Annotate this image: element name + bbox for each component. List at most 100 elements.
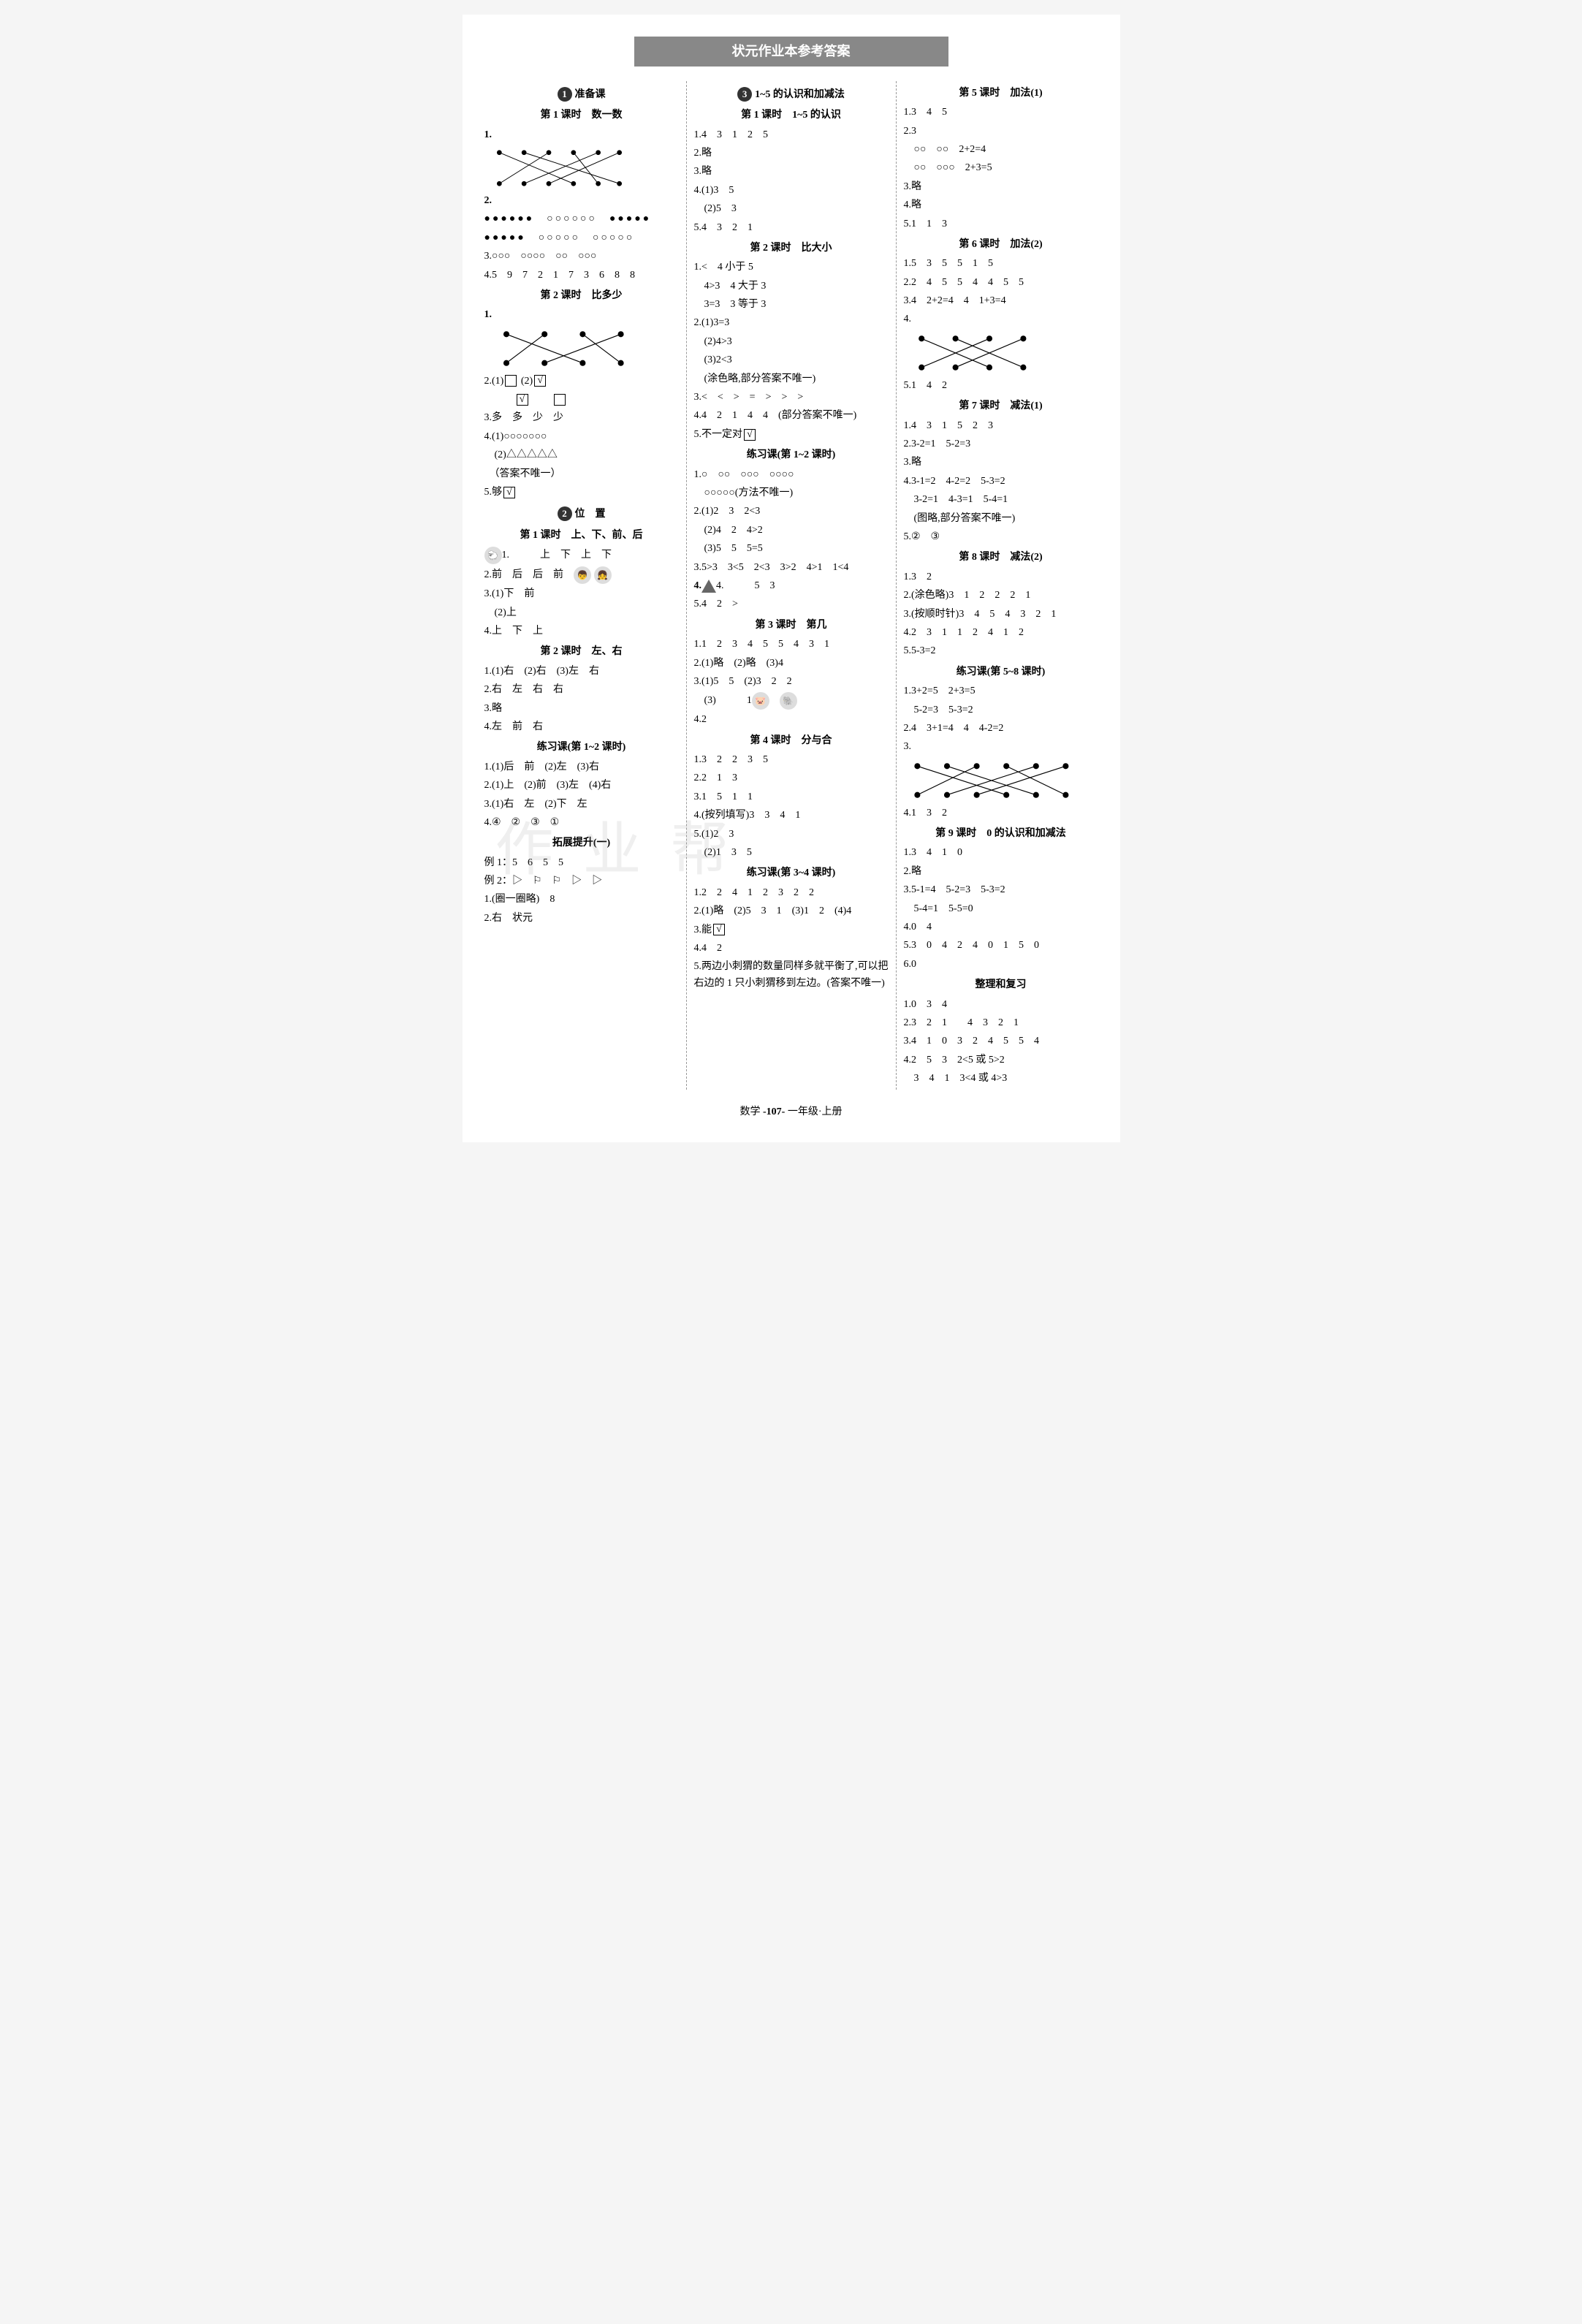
answer-line: 1.(1)后 前 (2)左 (3)右 xyxy=(484,759,679,775)
column-2: 31~5 的认识和加减法 第 1 课时 1~5 的认识 1.4 3 1 2 5 … xyxy=(687,81,897,1090)
page: 作业帮 状元作业本参考答案 1准备课 第 1 课时 数一数 1. 2. ●●●●… xyxy=(463,15,1120,1142)
answer-line: 3.5>3 3<5 2<3 3>2 4>1 1<4 xyxy=(694,560,889,576)
matching-diagram-icon xyxy=(484,327,655,371)
answer-line: 3.略 xyxy=(484,701,679,717)
lesson-header: 第 5 课时 加法(1) xyxy=(904,86,1098,102)
answer-line: 1.(1)右 (2)右 (3)左 右 xyxy=(484,664,679,680)
lesson-header: 第 1 课时 数一数 xyxy=(484,107,679,124)
answer-line: 1.3 4 1 0 xyxy=(904,845,1098,861)
answer-line: (图略,部分答案不唯一) xyxy=(904,511,1098,527)
unit-num-icon: 3 xyxy=(737,87,752,102)
answer-line: 1. xyxy=(484,307,679,323)
answer-line: (2)4>3 xyxy=(694,334,889,350)
lesson-header: 第 6 课时 加法(2) xyxy=(904,237,1098,253)
answer-line: 5.4 3 2 1 xyxy=(694,220,889,236)
checkbox-checked-icon: √ xyxy=(744,429,756,441)
answer-line: 5.5-3=2 xyxy=(904,643,1098,659)
answer-line: ○○ ○○ 2+2=4 xyxy=(904,142,1098,158)
answer-line: 3=3 3 等于 3 xyxy=(694,297,889,313)
answer-line: 5.1 1 3 xyxy=(904,216,1098,232)
answer-line: 3.(按顺时针)3 4 5 4 3 2 1 xyxy=(904,607,1098,623)
answer-line: (2)△△△△△ xyxy=(484,447,679,463)
answer-line: 4.2 3 1 1 2 4 1 2 xyxy=(904,625,1098,641)
q-num: 1. xyxy=(484,309,493,320)
answer-line: 5.(1)2 3 xyxy=(694,827,889,843)
answer-line: 1.1 2 3 4 5 5 4 3 1 xyxy=(694,637,889,653)
answer-line: 3.(1)右 左 (2)下 左 xyxy=(484,797,679,813)
child-icon: 👧 xyxy=(594,566,612,584)
answer-line: 2.右 左 右 右 xyxy=(484,682,679,698)
answer-line: 4. xyxy=(904,311,1098,327)
answer-line: 2. xyxy=(484,193,679,209)
columns-container: 1准备课 第 1 课时 数一数 1. 2. ●●●●●● ○○○○○○ ●●●●… xyxy=(477,81,1106,1090)
answer-line: 3-2=1 4-3=1 5-4=1 xyxy=(904,492,1098,508)
answer-line: 4.4. 5 3 xyxy=(694,578,889,594)
answer-line: 2.3 xyxy=(904,124,1098,140)
lesson-header: 第 9 课时 0 的认识和加减法 xyxy=(904,826,1098,842)
answer-line: √ xyxy=(484,392,679,408)
column-1: 1准备课 第 1 课时 数一数 1. 2. ●●●●●● ○○○○○○ ●●●●… xyxy=(477,81,687,1090)
text: 1. 上 下 上 下 xyxy=(502,550,612,561)
answer-line: 例 1：5 6 5 5 xyxy=(484,855,679,871)
title-bar: 状元作业本参考答案 xyxy=(634,37,948,67)
lesson-header: 整理和复习 xyxy=(904,977,1098,993)
answer-line: 1.5 3 5 5 1 5 xyxy=(904,256,1098,272)
answer-line: 3.能√ xyxy=(694,922,889,938)
answer-line: 4.上 下 上 xyxy=(484,623,679,639)
text: 4. 5 3 xyxy=(716,580,775,591)
answer-line: 4.2 5 3 2<5 或 5>2 xyxy=(904,1052,1098,1068)
answer-line: 5.4 2 > xyxy=(694,596,889,612)
lesson-header: 拓展提升(一) xyxy=(484,835,679,851)
lesson-header: 第 4 课时 分与合 xyxy=(694,733,889,749)
answer-line: 3.5-1=4 5-2=3 5-3=2 xyxy=(904,882,1098,898)
lesson-header: 练习课(第 3~4 课时) xyxy=(694,865,889,881)
answer-line: (3)2<3 xyxy=(694,352,889,368)
answer-line: 5.② ③ xyxy=(904,529,1098,545)
checkbox-empty-icon xyxy=(505,375,517,387)
answer-line: 5.够√ xyxy=(484,485,679,501)
answer-line: 3.多 多 少 少 xyxy=(484,410,679,426)
answer-line: 2.(1) (2)√ xyxy=(484,373,679,390)
answer-line: 2.(1)略 (2)5 3 1 (3)1 2 (4)4 xyxy=(694,903,889,919)
answer-line: 5-2=3 5-3=2 xyxy=(904,702,1098,718)
text: 5.够 xyxy=(484,487,503,498)
answer-line: 2.(1)上 (2)前 (3)左 (4)右 xyxy=(484,778,679,794)
text: 5.不一定对 xyxy=(694,429,743,440)
answer-line: 5.两边小刺猬的数量同样多就平衡了,可以把右边的 1 只小刺猬移到左边。(答案不… xyxy=(694,959,889,992)
unit-num-icon: 1 xyxy=(558,87,572,102)
unit-title: 准备课 xyxy=(575,89,606,100)
answer-line: (2)4 2 4>2 xyxy=(694,523,889,539)
unit-1-header: 1准备课 xyxy=(484,87,679,103)
matching-diagram-icon xyxy=(904,331,1041,375)
answer-line: 4.5 9 7 2 1 7 3 6 8 8 xyxy=(484,267,679,284)
lesson-header: 第 2 课时 左、右 xyxy=(484,644,679,660)
checkbox-checked-icon: √ xyxy=(713,924,725,935)
answer-line: 3.4 1 0 3 2 4 5 5 4 xyxy=(904,1033,1098,1049)
answer-line: 4.④ ② ③ ① xyxy=(484,815,679,831)
lesson-header: 练习课(第 5~8 课时) xyxy=(904,664,1098,680)
answer-line: 5.不一定对√ xyxy=(694,427,889,443)
answer-line: 2.(1)3=3 xyxy=(694,315,889,331)
answer-line: 2.略 xyxy=(694,145,889,162)
answer-line: 5-4=1 5-5=0 xyxy=(904,901,1098,917)
checkbox-checked-icon: √ xyxy=(503,487,515,498)
answer-line: (涂色略,部分答案不唯一) xyxy=(694,371,889,387)
answer-line: 3.○○○ ○○○○ ○○ ○○○ xyxy=(484,248,679,265)
answer-line: 4.0 4 xyxy=(904,919,1098,935)
unit-title: 1~5 的认识和加减法 xyxy=(755,89,845,100)
answer-line: 1.3 2 xyxy=(904,569,1098,585)
footer-page: -107- xyxy=(763,1106,785,1117)
text: (3) 1 xyxy=(694,696,752,707)
answer-line: 5.1 4 2 xyxy=(904,378,1098,394)
lesson-header: 第 3 课时 第几 xyxy=(694,618,889,634)
answer-line: 4.(按列填写)3 3 4 1 xyxy=(694,808,889,824)
answer-line: 1.○ ○○ ○○○ ○○○○ xyxy=(694,467,889,483)
answer-line: 2.(涂色略)3 1 2 2 2 1 xyxy=(904,588,1098,604)
dots-row: ●●●●● ○○○○○ ○○○○○ xyxy=(484,230,679,246)
unit-2-header: 2位 置 xyxy=(484,506,679,523)
answer-line: 6.0 xyxy=(904,957,1098,973)
answer-line: (2)上 xyxy=(484,605,679,621)
footer-grade: 一年级·上册 xyxy=(788,1106,843,1117)
lesson-header: 第 8 课时 减法(2) xyxy=(904,550,1098,566)
answer-line: (2)1 3 5 xyxy=(694,845,889,861)
